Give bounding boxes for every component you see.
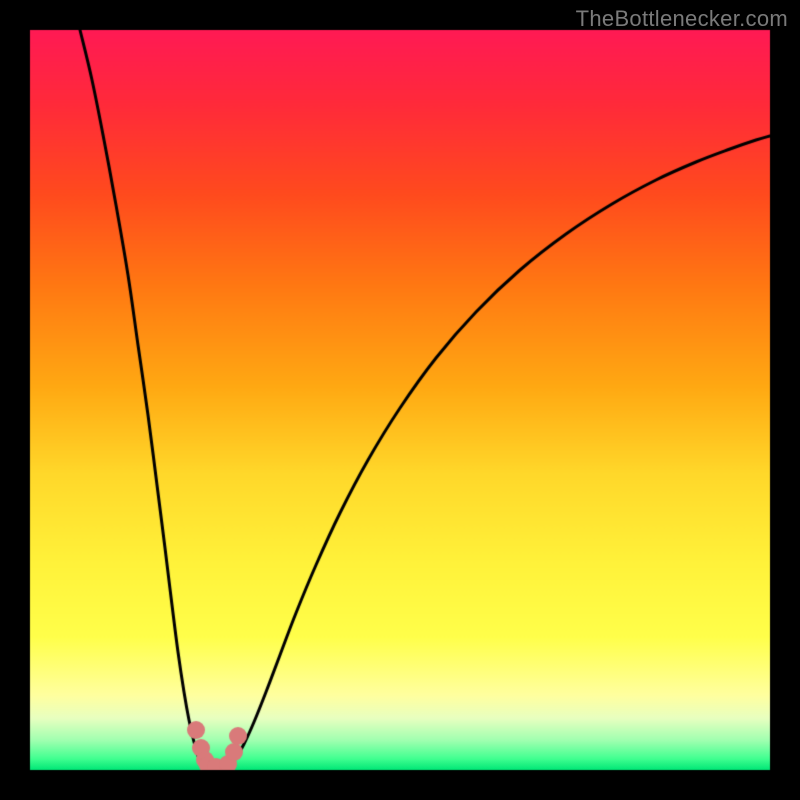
watermark-text: TheBottlenecker.com [576, 6, 788, 32]
bottleneck-chart [0, 0, 800, 800]
